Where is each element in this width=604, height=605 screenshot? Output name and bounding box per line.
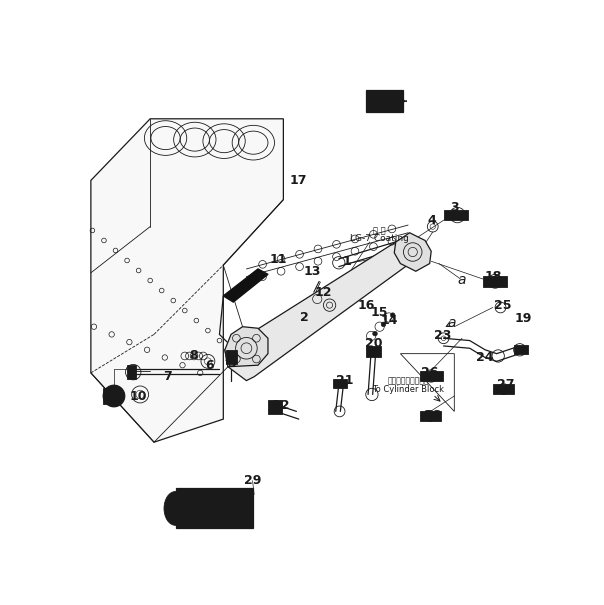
Text: 6: 6 — [205, 359, 214, 371]
Bar — [443, 210, 468, 220]
Text: シリンダブロックへ: シリンダブロックへ — [387, 376, 429, 385]
Bar — [366, 346, 381, 357]
Bar — [103, 388, 115, 404]
Text: 11: 11 — [270, 253, 288, 266]
Polygon shape — [225, 242, 410, 381]
Text: 塗 布: 塗 布 — [373, 226, 386, 235]
Bar — [366, 90, 403, 112]
Circle shape — [103, 385, 125, 407]
Circle shape — [454, 211, 461, 219]
Text: 18: 18 — [485, 270, 503, 283]
Text: a: a — [448, 316, 456, 330]
Bar — [226, 350, 237, 364]
Polygon shape — [91, 119, 283, 442]
Text: 28: 28 — [424, 409, 442, 422]
Text: 17: 17 — [290, 174, 307, 187]
Text: /: / — [313, 280, 318, 293]
Bar — [333, 379, 347, 388]
Text: 3: 3 — [450, 201, 458, 214]
Circle shape — [381, 322, 386, 327]
Text: 20: 20 — [365, 337, 382, 350]
Text: 4: 4 — [428, 214, 436, 227]
Polygon shape — [223, 269, 268, 302]
Text: 1: 1 — [342, 255, 351, 268]
Text: 9: 9 — [103, 390, 112, 404]
Bar — [420, 371, 443, 381]
Text: 5: 5 — [228, 357, 237, 370]
Text: 25: 25 — [494, 299, 512, 312]
Ellipse shape — [164, 491, 187, 525]
Bar — [515, 345, 528, 355]
Text: 26: 26 — [421, 367, 439, 379]
Text: 2: 2 — [300, 311, 309, 324]
Text: 16: 16 — [358, 299, 375, 312]
Text: 8: 8 — [190, 348, 198, 362]
Text: 7: 7 — [164, 370, 172, 383]
Text: a: a — [458, 273, 466, 287]
Circle shape — [108, 390, 120, 402]
Text: 23: 23 — [434, 330, 451, 342]
Bar — [176, 488, 252, 528]
Ellipse shape — [169, 498, 182, 519]
Text: 13: 13 — [303, 265, 321, 278]
Circle shape — [390, 313, 395, 318]
Bar — [127, 365, 137, 379]
Text: FWD: FWD — [369, 94, 400, 108]
Bar — [420, 411, 441, 420]
Text: 14: 14 — [380, 314, 397, 327]
Text: LG-7 Coating: LG-7 Coating — [350, 234, 409, 243]
Bar — [483, 276, 507, 287]
Text: 27: 27 — [497, 378, 515, 391]
Text: 19: 19 — [515, 313, 532, 325]
Text: 12: 12 — [315, 286, 332, 298]
Bar — [493, 384, 515, 394]
Text: 15: 15 — [370, 306, 388, 319]
Polygon shape — [394, 233, 431, 271]
Text: 29: 29 — [244, 474, 262, 487]
Circle shape — [373, 332, 378, 336]
Text: 21: 21 — [336, 374, 354, 387]
Polygon shape — [225, 327, 268, 367]
Text: 22: 22 — [272, 399, 290, 412]
Text: To Cylinder Block: To Cylinder Block — [372, 385, 444, 394]
Text: 10: 10 — [130, 390, 147, 404]
Text: 24: 24 — [477, 351, 494, 364]
Bar — [268, 400, 282, 414]
